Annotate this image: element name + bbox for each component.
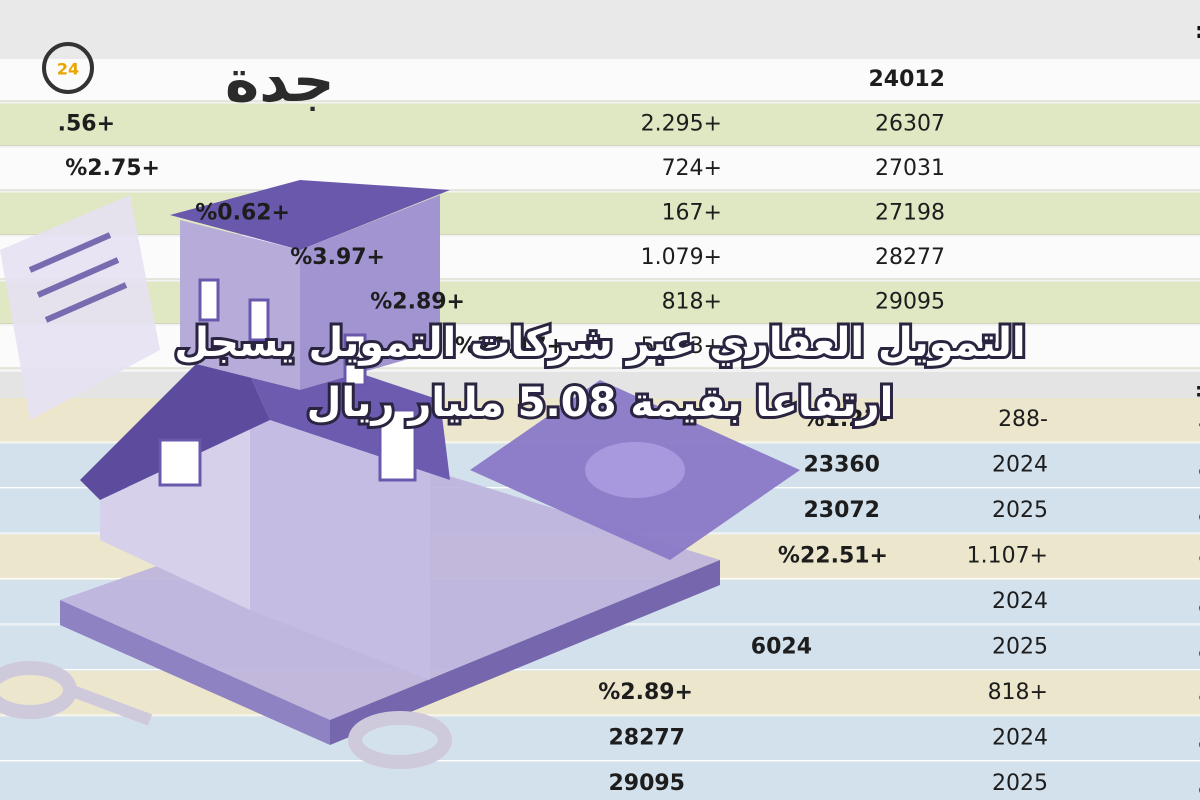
table-row xyxy=(0,762,1200,800)
percent-cell: %0.62+ xyxy=(195,201,290,226)
value-cell: 23072 xyxy=(803,498,880,523)
label-cell: مالي xyxy=(1198,680,1200,705)
value-cell: 24012 xyxy=(868,67,945,92)
label-cell: كات xyxy=(1198,544,1200,569)
change-cell: 818+ xyxy=(988,680,1048,705)
change-cell: 5.083+ xyxy=(641,334,722,359)
percent-cell: %21.17+ xyxy=(455,334,565,359)
percent-cell: .56+ xyxy=(58,112,115,137)
value-cell: 26307 xyxy=(875,112,945,137)
logo-clock xyxy=(42,42,94,94)
value-cell: 28277 xyxy=(608,726,685,751)
year-cell: 2025 xyxy=(992,635,1048,660)
label-cell: راد xyxy=(1198,407,1200,432)
headline: التمويل العقاري عبر شركات التمويل يسجل xyxy=(174,320,1025,366)
logo-text: جدة xyxy=(225,47,335,115)
change-cell: 1.107+ xyxy=(967,544,1048,569)
change-cell: 167+ xyxy=(662,201,722,226)
percent-cell: %1.23- xyxy=(803,407,888,432)
table-row xyxy=(0,59,1200,101)
percent-cell: %2.75+ xyxy=(65,156,160,181)
change-cell: 724+ xyxy=(662,156,722,181)
headline: ارتفاعا بقيمة 5.08 مليار ريال xyxy=(307,380,894,426)
label-cell: الرابع xyxy=(1198,589,1200,614)
value-cell: 29095 xyxy=(608,771,685,796)
table-title: ض العقارية من شركات التمويل خلال الربع ا… xyxy=(1195,380,1200,402)
illustration xyxy=(0,180,800,769)
change-cell: 1.079+ xyxy=(641,245,722,270)
table-row xyxy=(0,716,1200,762)
value-cell: 29095 xyxy=(875,290,945,315)
value-cell: 27198 xyxy=(875,201,945,226)
year-cell: 2025 xyxy=(992,498,1048,523)
year-cell: 2025 xyxy=(992,771,1048,796)
title-bar xyxy=(0,0,1200,60)
year-cell: 2024 xyxy=(992,453,1048,478)
year-cell: 2024 xyxy=(992,726,1048,751)
label-cell: الرابع xyxy=(1198,498,1200,523)
percent-cell: %22.51+ xyxy=(778,544,888,569)
label-cell: الرابع xyxy=(1198,726,1200,751)
label-cell: الرابع xyxy=(1198,771,1200,796)
percent-cell: %2.89+ xyxy=(370,290,465,315)
change-cell: 818+ xyxy=(662,290,722,315)
label-cell: الرابع xyxy=(1198,635,1200,660)
value-cell: 23360 xyxy=(803,453,880,478)
label-cell: الرابع xyxy=(1198,453,1200,478)
value-cell: 6024 xyxy=(751,635,812,660)
table-row xyxy=(0,103,1200,146)
change-cell: 2.295+ xyxy=(641,112,722,137)
percent-cell: %3.97+ xyxy=(290,245,385,270)
value-cell: 27031 xyxy=(875,156,945,181)
logo-badge: 24 xyxy=(57,60,79,79)
year-cell: 2024 xyxy=(992,589,1048,614)
change-cell: 288- xyxy=(998,407,1048,432)
value-cell: 28277 xyxy=(875,245,945,270)
percent-cell: %2.89+ xyxy=(598,680,693,705)
table-title: الي القروض العقارية من شركات التمويل بال… xyxy=(1195,19,1200,44)
table-row xyxy=(0,148,1200,190)
